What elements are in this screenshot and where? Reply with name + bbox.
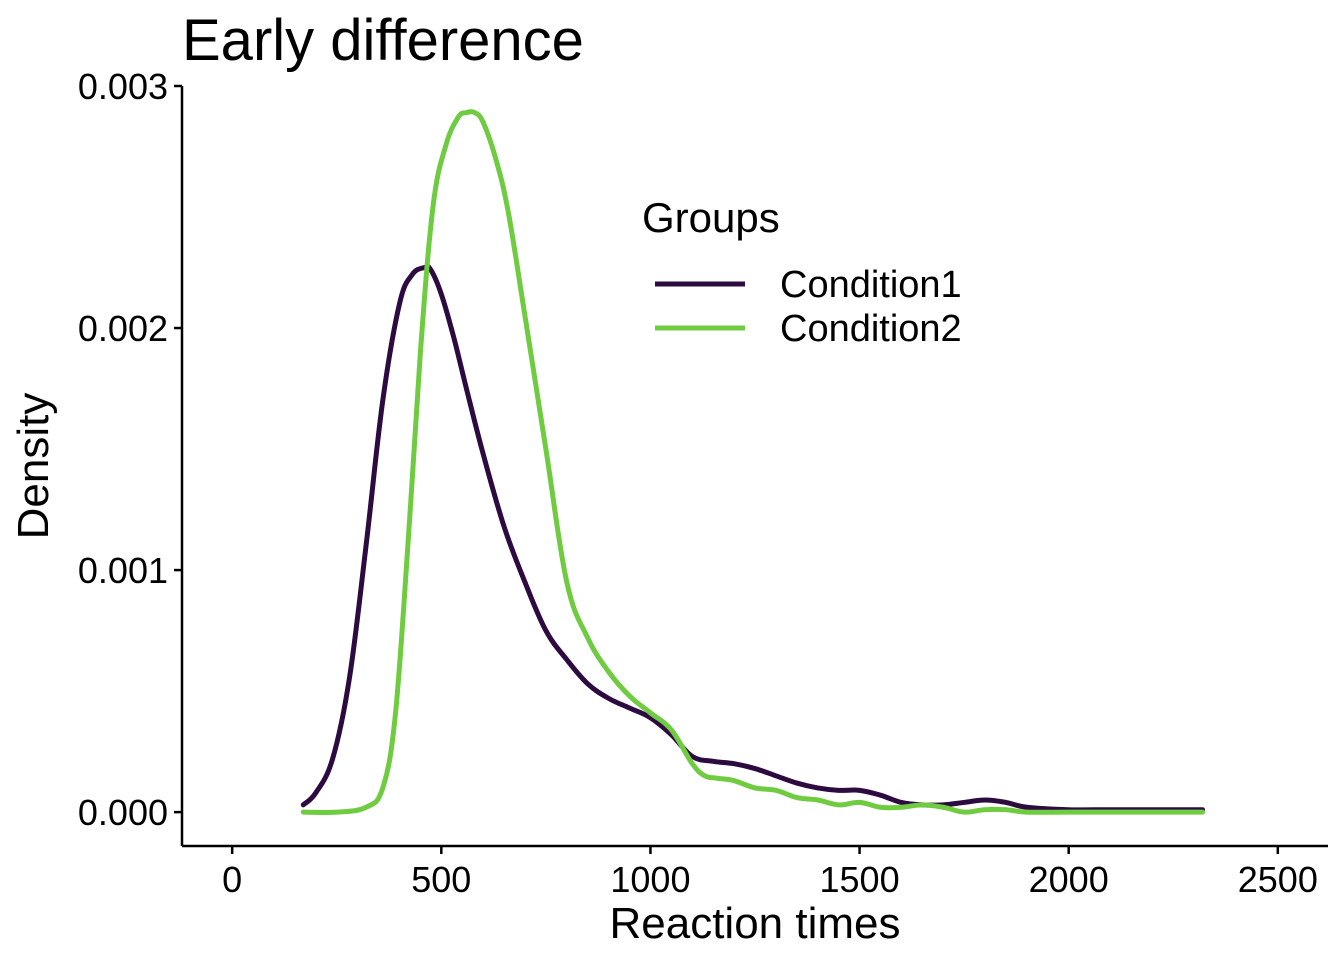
x-tick-label: 2000 — [1029, 859, 1109, 900]
legend-label-condition1: Condition1 — [780, 264, 962, 306]
y-tick-label: 0.003 — [78, 66, 168, 107]
x-tick-label: 1000 — [610, 859, 690, 900]
y-axis-label: Density — [9, 393, 58, 540]
y-tick-label: 0.000 — [78, 792, 168, 833]
x-tick-label: 1500 — [820, 859, 900, 900]
x-tick-label: 500 — [411, 859, 471, 900]
x-axis-label: Reaction times — [609, 899, 900, 948]
x-tick-label: 2500 — [1238, 859, 1318, 900]
legend-title: Groups — [642, 194, 780, 241]
axes — [180, 86, 1328, 848]
x-tick-label: 0 — [222, 859, 242, 900]
legend: Groups Condition1 Condition2 — [642, 194, 962, 350]
series-layer — [300, 109, 1206, 815]
y-tick-label: 0.001 — [78, 550, 168, 591]
x-ticks: 0 500 1000 1500 2000 2500 — [222, 846, 1318, 900]
y-tick-label: 0.002 — [78, 308, 168, 349]
series-line-condition1 — [300, 264, 1206, 813]
chart-title: Early difference — [182, 8, 584, 73]
series-line-condition2 — [300, 109, 1206, 815]
legend-label-condition2: Condition2 — [780, 308, 962, 350]
y-ticks: 0.000 0.001 0.002 0.003 — [78, 66, 182, 833]
